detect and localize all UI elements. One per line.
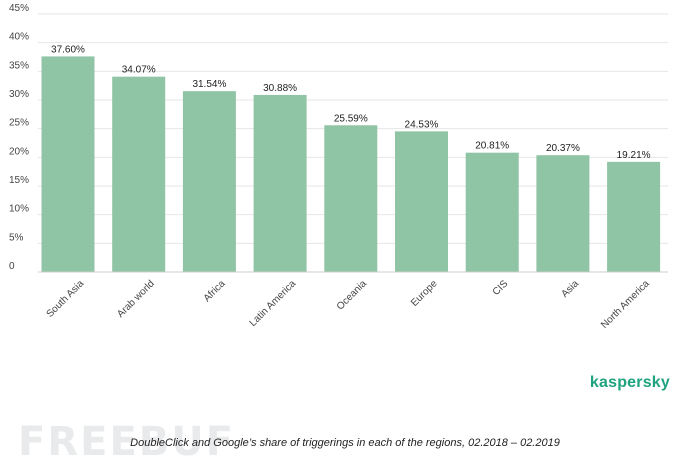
bar [182, 91, 236, 272]
y-tick-label: 25% [9, 118, 29, 129]
bar [253, 94, 307, 272]
x-tick-label: South Asia [45, 278, 87, 320]
data-label: 37.60% [51, 44, 85, 55]
bar [536, 155, 590, 272]
data-label: 25.59% [334, 113, 368, 124]
data-label: 34.07% [122, 65, 156, 76]
y-tick-label: 30% [9, 89, 29, 100]
chart-caption: DoubleClick and Google’s share of trigge… [130, 437, 560, 449]
data-label: 19.21% [617, 150, 651, 161]
data-label: 30.88% [263, 83, 297, 94]
x-tick-label: North America [599, 278, 652, 331]
bar [465, 152, 519, 272]
bars [41, 56, 661, 272]
bar [395, 131, 448, 272]
svg-text:FREEBUF: FREEBUF [18, 419, 235, 461]
x-tick-label: CIS [491, 278, 511, 298]
data-labels: 37.60% 34.07% 31.54% 30.88% 25.59% 24.53% 20.8… [51, 44, 651, 160]
y-tick-label: 0 [9, 261, 15, 272]
y-tick-label: 10% [9, 204, 29, 215]
bar [41, 56, 95, 272]
x-tick-label: Latin America [248, 278, 299, 329]
data-label: 31.54% [192, 79, 226, 90]
y-tick-label: 40% [9, 32, 29, 43]
kaspersky-logo: kaspersky [589, 374, 670, 391]
y-tick-label: 15% [9, 175, 29, 186]
y-tick-label: 20% [9, 146, 29, 157]
x-axis-ticks: South Asia Arab world Africa Latin America O… [45, 278, 652, 331]
bar [324, 125, 378, 272]
x-tick-label: Africa [202, 278, 228, 304]
data-label: 20.81% [475, 141, 509, 152]
data-label: 20.37% [546, 143, 580, 154]
bar [607, 161, 661, 272]
x-tick-label: Oceania [335, 278, 369, 312]
y-tick-label: 35% [9, 60, 29, 71]
bar-chart: 0 5% 10% 15% 20% 25% 30% 35% 40% 45% 37.60% 34.07%… [9, 3, 668, 331]
x-tick-label: Asia [559, 278, 581, 300]
y-tick-label: 45% [9, 3, 29, 14]
bar [112, 76, 166, 272]
y-axis-ticks: 0 5% 10% 15% 20% 25% 30% 35% 40% 45% [9, 3, 29, 272]
x-tick-label: Europe [409, 278, 440, 309]
x-tick-label: Arab world [115, 278, 157, 320]
y-tick-label: 5% [9, 232, 24, 243]
freebuf-watermark: FREEBUF [18, 419, 235, 461]
data-label: 24.53% [405, 119, 439, 130]
